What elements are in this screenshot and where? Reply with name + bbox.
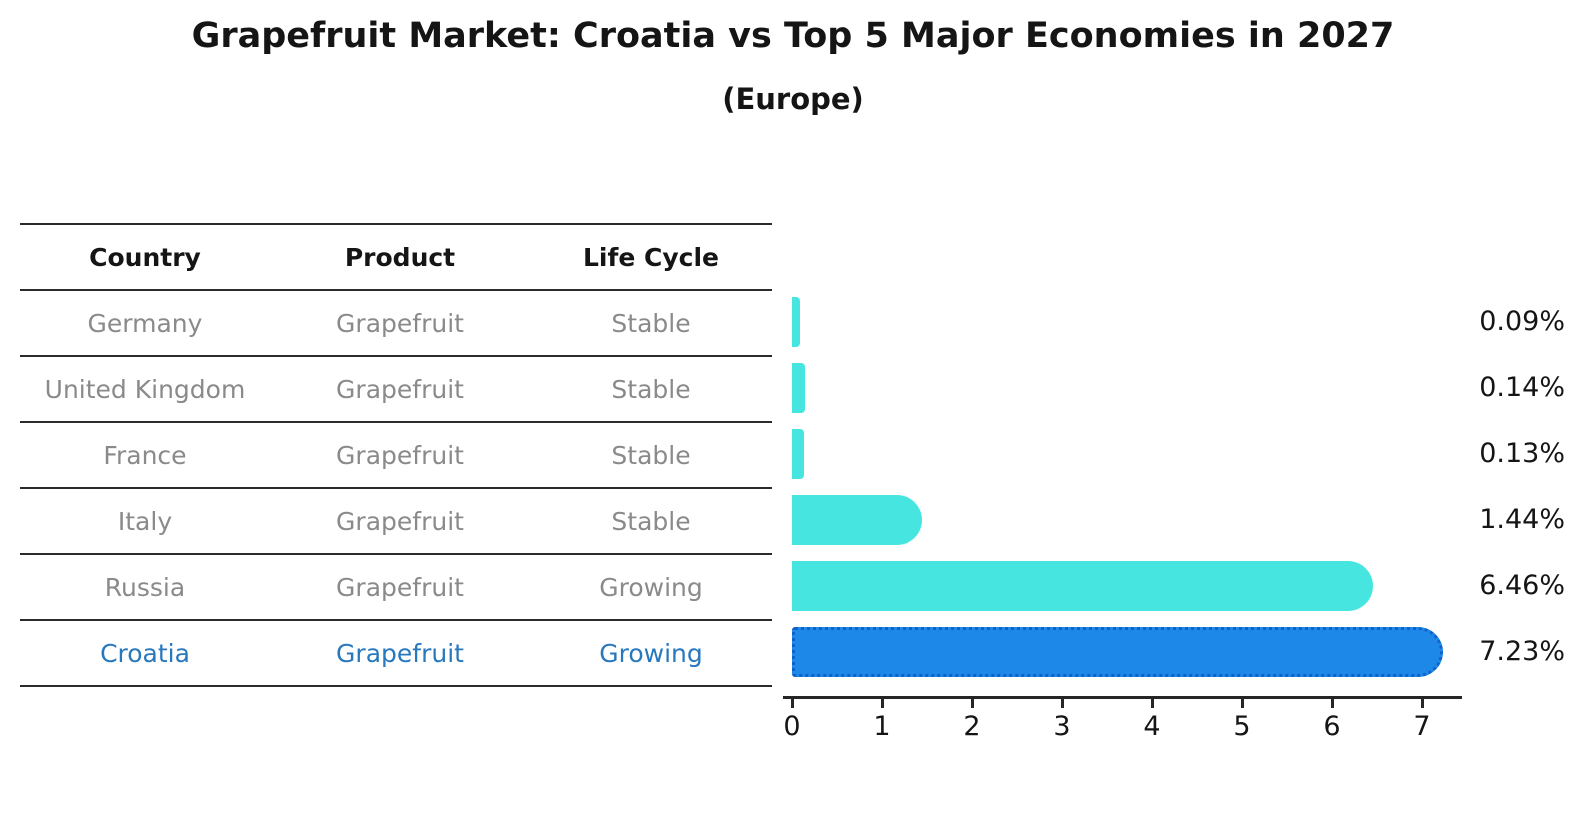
summary-table: Country Product Life Cycle Germany Grape… — [20, 223, 772, 687]
table-row: United Kingdom Grapefruit Stable — [20, 357, 772, 423]
x-axis-tick-mark — [1330, 699, 1334, 708]
table-row: Germany Grapefruit Stable — [20, 291, 772, 357]
value-label: 1.44% — [1479, 504, 1565, 535]
value-label: 6.46% — [1479, 570, 1565, 601]
chart-title: Grapefruit Market: Croatia vs Top 5 Majo… — [191, 16, 1395, 56]
cell-country: Croatia — [100, 638, 190, 668]
table-row: Italy Grapefruit Stable — [20, 489, 772, 555]
column-header-life-cycle: Life Cycle — [582, 242, 720, 272]
x-axis-tick-mark — [1150, 699, 1154, 708]
cell-country: Russia — [104, 572, 186, 602]
chart-subtitle: (Europe) — [722, 82, 864, 116]
x-axis-tick-mark — [790, 699, 794, 708]
bar — [792, 561, 1373, 611]
x-axis-tick-label: 1 — [873, 711, 891, 742]
cell-country: Italy — [117, 506, 173, 536]
cell-product: Grapefruit — [336, 506, 464, 536]
cell-product: Grapefruit — [336, 440, 464, 470]
table-row: Russia Grapefruit Growing — [20, 555, 772, 621]
cell-life-cycle: Stable — [611, 440, 691, 470]
cell-life-cycle: Stable — [611, 308, 691, 338]
x-axis-tick-label: 2 — [963, 711, 981, 742]
cell-life-cycle: Stable — [611, 374, 691, 404]
x-axis-tick-mark — [880, 699, 884, 708]
x-axis-tick-label: 0 — [783, 711, 801, 742]
x-axis-tick-label: 5 — [1233, 711, 1251, 742]
table-body: Germany Grapefruit Stable United Kingdom… — [20, 291, 772, 687]
x-axis-tick-mark — [1240, 699, 1244, 708]
x-axis-tick-mark — [1420, 699, 1424, 708]
value-label: 0.14% — [1479, 372, 1565, 403]
value-label: 7.23% — [1479, 636, 1565, 667]
cell-product: Grapefruit — [336, 374, 464, 404]
x-axis-line — [783, 696, 1462, 699]
bar — [792, 429, 804, 479]
x-axis-tick-label: 3 — [1053, 711, 1071, 742]
value-label: 0.13% — [1479, 438, 1565, 469]
column-header-product: Product — [344, 242, 456, 272]
cell-country: United Kingdom — [44, 374, 246, 404]
cell-life-cycle: Growing — [599, 572, 703, 602]
column-header-country: Country — [89, 242, 201, 272]
cell-product: Grapefruit — [336, 572, 464, 602]
table-row: Croatia Grapefruit Growing — [20, 621, 772, 687]
bar — [792, 495, 922, 545]
cell-life-cycle: Growing — [599, 638, 703, 668]
table-row: France Grapefruit Stable — [20, 423, 772, 489]
bar — [792, 627, 1443, 677]
bar — [792, 363, 805, 413]
cell-product: Grapefruit — [336, 638, 464, 668]
x-axis-tick-label: 6 — [1323, 711, 1341, 742]
cell-country: Germany — [87, 308, 203, 338]
cell-country: France — [103, 440, 187, 470]
value-label: 0.09% — [1479, 306, 1565, 337]
cell-life-cycle: Stable — [611, 506, 691, 536]
table-header-row: Country Product Life Cycle — [20, 225, 772, 291]
x-axis-tick-mark — [970, 699, 974, 708]
x-axis-tick-label: 4 — [1143, 711, 1161, 742]
cell-product: Grapefruit — [336, 308, 464, 338]
bar — [792, 297, 800, 347]
x-axis-tick-label: 7 — [1413, 711, 1431, 742]
x-axis-tick-mark — [1060, 699, 1064, 708]
